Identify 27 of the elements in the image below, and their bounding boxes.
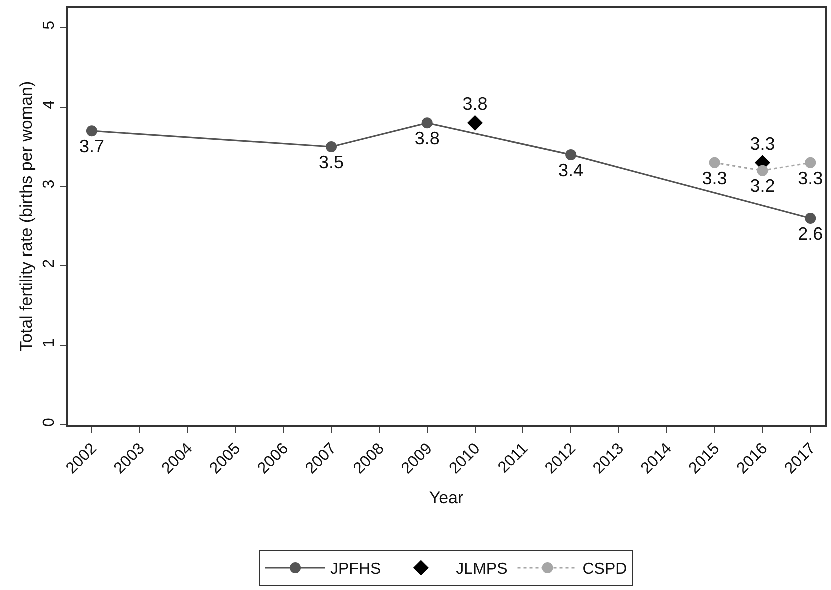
y-tick-label: 4: [40, 100, 58, 110]
point: [757, 165, 768, 176]
y-axis-title: Total fertility rate (births per woman): [16, 81, 36, 352]
data-label: 2.6: [798, 224, 824, 244]
data-label: 3.3: [798, 168, 824, 188]
data-label: 3.2: [750, 176, 776, 196]
x-axis-title: Year: [429, 488, 464, 508]
y-tick-label: 1: [40, 338, 58, 348]
y-tick-label: 0: [40, 418, 58, 428]
point: [86, 126, 98, 137]
data-label: 3.7: [79, 136, 104, 156]
data-label: 3.3: [750, 134, 776, 154]
point: [422, 118, 433, 129]
point: [566, 149, 577, 160]
point: [326, 142, 338, 152]
y-tick-label: 3: [40, 180, 58, 189]
data-label: 3.4: [558, 160, 584, 180]
point: [805, 212, 816, 224]
data-label: 3.8: [462, 94, 488, 114]
data-label: 3.8: [414, 128, 440, 149]
point: [709, 157, 720, 168]
point: [805, 157, 816, 168]
data-label: 3.3: [702, 168, 728, 188]
point: [467, 115, 484, 131]
y-tick-label: 2: [40, 259, 58, 268]
y-tick-label: 5: [40, 20, 58, 30]
data-label: 3.5: [318, 152, 344, 172]
